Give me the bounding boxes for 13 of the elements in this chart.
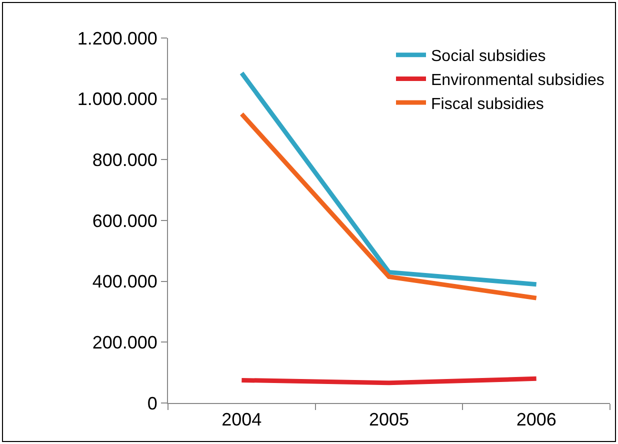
x-tick-label: 2006 (516, 410, 556, 430)
legend-label: Social subsidies (431, 48, 546, 66)
y-tick-label: 600.000 (92, 210, 158, 231)
y-tick-label: 800.000 (92, 150, 158, 170)
legend-label: Fiscal subsidies (431, 96, 544, 113)
y-tick-label: 1.200.000 (77, 28, 158, 48)
y-tick-label: 1.000.000 (77, 89, 158, 110)
x-tick-label: 2005 (368, 410, 410, 430)
y-tick-label: 0 (147, 393, 158, 414)
y-tick-label: 400.000 (92, 272, 158, 292)
legend-label: Environmental subsidies (431, 72, 604, 89)
y-tick-label: 200.000 (92, 332, 158, 352)
x-tick-label: 2004 (222, 410, 262, 430)
